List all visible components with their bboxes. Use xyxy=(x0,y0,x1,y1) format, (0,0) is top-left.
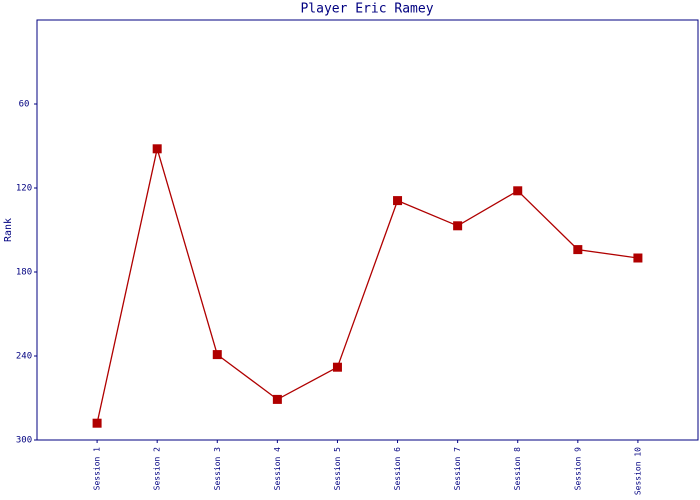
y-tick-label: 120 xyxy=(16,184,32,194)
marker xyxy=(513,186,523,196)
marker xyxy=(633,253,643,263)
x-tick-label: Session 5 xyxy=(333,447,342,491)
x-tick-label: Session 9 xyxy=(573,447,582,491)
x-tick-label: Session 8 xyxy=(513,447,522,491)
marker xyxy=(453,221,463,231)
y-tick-label: 60 xyxy=(19,100,30,110)
marker xyxy=(393,196,403,206)
chart-title: Player Eric Ramey xyxy=(300,2,433,17)
y-tick-label: 180 xyxy=(16,268,32,278)
x-tick-label: Session 3 xyxy=(213,447,222,491)
x-tick-label: Session 10 xyxy=(633,447,642,495)
x-tick-label: Session 7 xyxy=(453,447,462,491)
marker xyxy=(212,350,222,360)
marker xyxy=(152,144,162,154)
marker xyxy=(272,394,282,404)
x-tick-label: Session 6 xyxy=(393,447,402,491)
marker xyxy=(573,245,583,255)
y-tick-label: 240 xyxy=(16,352,32,362)
marker xyxy=(92,418,102,428)
y-tick-label: 300 xyxy=(16,436,32,446)
plot-frame xyxy=(36,19,699,441)
line xyxy=(96,148,638,424)
x-tick-label: Session 1 xyxy=(93,447,102,491)
marker xyxy=(332,362,342,372)
x-tick-label: Session 2 xyxy=(153,447,162,491)
x-tick-label: Session 4 xyxy=(273,447,282,491)
y-axis-label: Rank xyxy=(3,218,14,242)
